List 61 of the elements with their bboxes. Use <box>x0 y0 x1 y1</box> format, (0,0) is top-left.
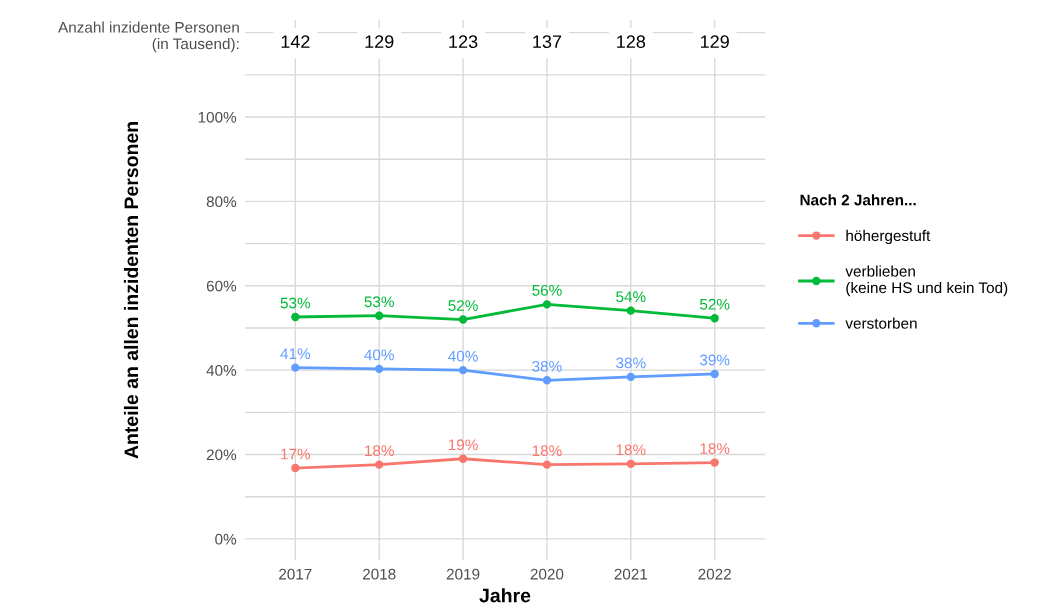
point <box>542 376 552 385</box>
annotation: 123 <box>449 35 478 49</box>
legend-label: verblieben (keine HS und kein Tod) <box>845 265 1008 297</box>
y-axis-title: Anteile an allen inzidenten Personen <box>123 122 139 459</box>
text: Anzahl inzidente Personen (in Tausend): <box>58 21 239 53</box>
point <box>458 454 468 463</box>
point <box>710 458 719 467</box>
data-label: 38% <box>532 360 562 372</box>
y-tick-label: 40% <box>206 365 237 376</box>
point <box>626 306 635 315</box>
legend-title: Nach 2 Jahren... <box>800 194 916 206</box>
data-label: 38% <box>616 357 646 369</box>
x-axis-title: Jahre <box>479 588 531 603</box>
annotation: 129 <box>700 35 729 49</box>
data-label: 54% <box>616 291 646 303</box>
data-label: 40% <box>448 350 478 362</box>
point <box>375 364 384 374</box>
point <box>375 460 384 469</box>
point <box>626 459 635 468</box>
y-tick-label: 0% <box>215 533 237 545</box>
data-label: 19% <box>448 439 478 451</box>
x-tick-label: 2017 <box>279 568 312 580</box>
data-label: 52% <box>700 298 730 310</box>
annotation: 129 <box>365 35 394 49</box>
point <box>291 463 300 473</box>
x-tick-label: 2019 <box>446 568 480 580</box>
x-tick-label: 2018 <box>362 568 396 580</box>
point <box>291 363 300 372</box>
data-label: 52% <box>448 300 478 311</box>
point <box>710 369 719 379</box>
data-label: 18% <box>616 444 646 456</box>
data-label: 39% <box>699 354 730 366</box>
point <box>542 460 552 469</box>
data-label: 41% <box>280 348 311 359</box>
point <box>375 311 384 320</box>
data-label: 18% <box>700 443 730 454</box>
x-tick-label: 2021 <box>614 568 648 580</box>
point <box>458 315 468 324</box>
x-tick-label: 2020 <box>530 568 564 580</box>
y-tick-label: 100% <box>198 111 237 123</box>
data-label: 18% <box>532 445 562 457</box>
point <box>458 365 468 375</box>
data-label: 53% <box>280 297 311 309</box>
y-tick-label: 20% <box>206 449 237 461</box>
data-label: 53% <box>364 296 394 308</box>
y-tick-label: 80% <box>206 196 237 208</box>
data-label: 17% <box>281 448 311 460</box>
point <box>626 372 635 382</box>
y-tick-label: 60% <box>206 280 237 292</box>
x-tick-label: 2022 <box>698 568 731 580</box>
annotation: 137 <box>533 35 562 49</box>
point <box>542 300 552 309</box>
annotation: 142 <box>281 35 310 48</box>
data-label: 18% <box>365 445 394 457</box>
legend-label: verstorben <box>845 317 917 329</box>
legend-label: höhergestuft <box>846 229 931 245</box>
annotation: 128 <box>617 35 646 49</box>
point <box>291 312 300 322</box>
data-label: 40% <box>364 349 394 361</box>
data-label: 56% <box>532 284 562 296</box>
point <box>710 314 719 323</box>
